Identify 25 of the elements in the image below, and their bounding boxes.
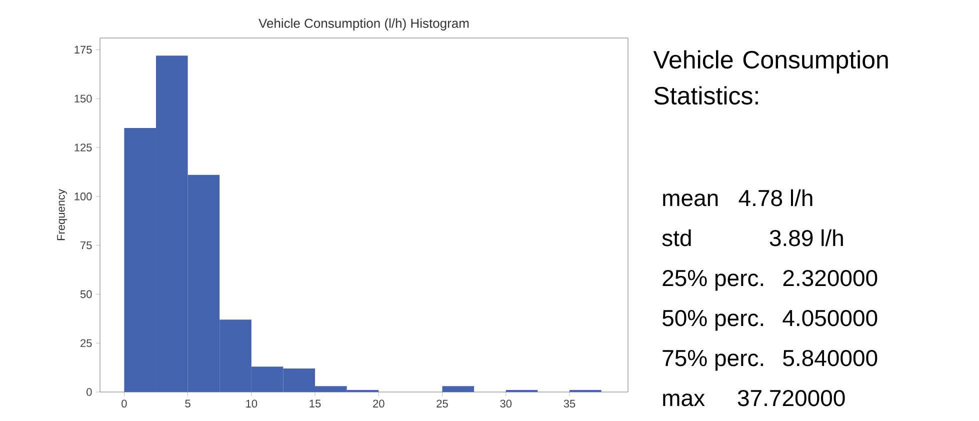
text: 75% perc. 5.840000	[662, 350, 878, 371]
text: max 37.720000	[663, 390, 845, 406]
chart-title: Vehicle Consumption (l/h) Histogram	[258, 18, 469, 31]
x-tick-label: 25	[436, 400, 448, 408]
x-tick-label: 0	[122, 400, 127, 408]
y-tick-label: 25	[80, 339, 92, 347]
x-tick-label: 30	[500, 400, 512, 408]
y-axis-title: Frequency	[57, 189, 68, 240]
text: 50% perc. 4.050000	[662, 310, 878, 331]
text: std 3.89 l/h	[662, 229, 843, 246]
y-tick-label: 100	[74, 192, 92, 200]
y-tick-label: 0	[86, 388, 92, 396]
x-tick-label: 10	[246, 400, 258, 408]
y-tick-label: 75	[80, 241, 92, 250]
y-tick-label: 150	[74, 94, 92, 103]
x-tick-label: 5	[185, 400, 190, 408]
text: 25% perc. 2.320000	[662, 270, 878, 291]
x-tick-label: 20	[373, 400, 384, 408]
x-tick-label: 15	[310, 400, 321, 408]
text: mean 4.78 l/h	[663, 189, 812, 206]
y-tick-label: 50	[80, 290, 92, 298]
y-tick-label: 125	[74, 144, 92, 152]
y-tick-label: 175	[74, 46, 92, 54]
x-tick-label: 35	[564, 400, 576, 408]
text: Vehicle Consumption Statistics:	[653, 50, 888, 105]
